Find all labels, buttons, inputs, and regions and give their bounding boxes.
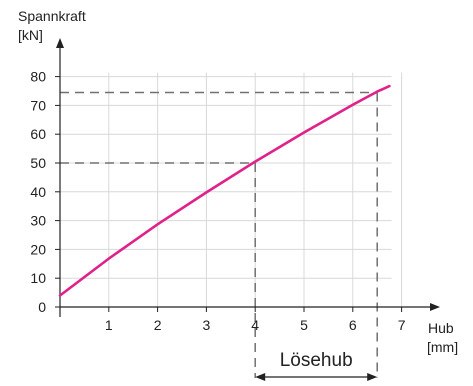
range-annotation: Lösehub	[255, 350, 378, 381]
y-tick-label: 80	[30, 69, 46, 85]
grid	[60, 72, 403, 307]
x-tick-label: 6	[349, 317, 357, 333]
x-tick-label: 5	[300, 317, 308, 333]
x-tick-label: 2	[154, 317, 162, 333]
y-tick-label: 10	[30, 270, 46, 286]
y-axis-unit: [kN]	[18, 27, 43, 43]
y-tick-label: 0	[38, 299, 46, 315]
y-axis-title: Spannkraft	[18, 8, 86, 24]
y-tick-label: 50	[30, 155, 46, 171]
y-tick-label: 60	[30, 126, 46, 142]
x-axis-unit: [mm]	[427, 339, 458, 355]
x-tick-label: 7	[398, 317, 406, 333]
x-tick-label: 4	[251, 317, 259, 333]
y-tick-label: 40	[30, 184, 46, 200]
y-axis-arrow-icon	[56, 38, 64, 48]
arrow-left-icon	[255, 373, 266, 381]
y-tick-label: 20	[30, 241, 46, 257]
range-label: Lösehub	[280, 350, 353, 371]
x-axis-title: Hub	[428, 320, 454, 336]
arrow-right-icon	[367, 373, 378, 381]
reference-lines	[60, 91, 378, 378]
x-tick-label: 3	[203, 317, 211, 333]
series-line	[58, 84, 391, 297]
x-tick-label: 1	[105, 317, 113, 333]
y-tick-label: 30	[30, 213, 46, 229]
x-axis-arrow-icon	[430, 303, 440, 311]
axes	[56, 38, 440, 317]
series	[58, 84, 391, 297]
y-tick-label: 70	[30, 97, 46, 113]
